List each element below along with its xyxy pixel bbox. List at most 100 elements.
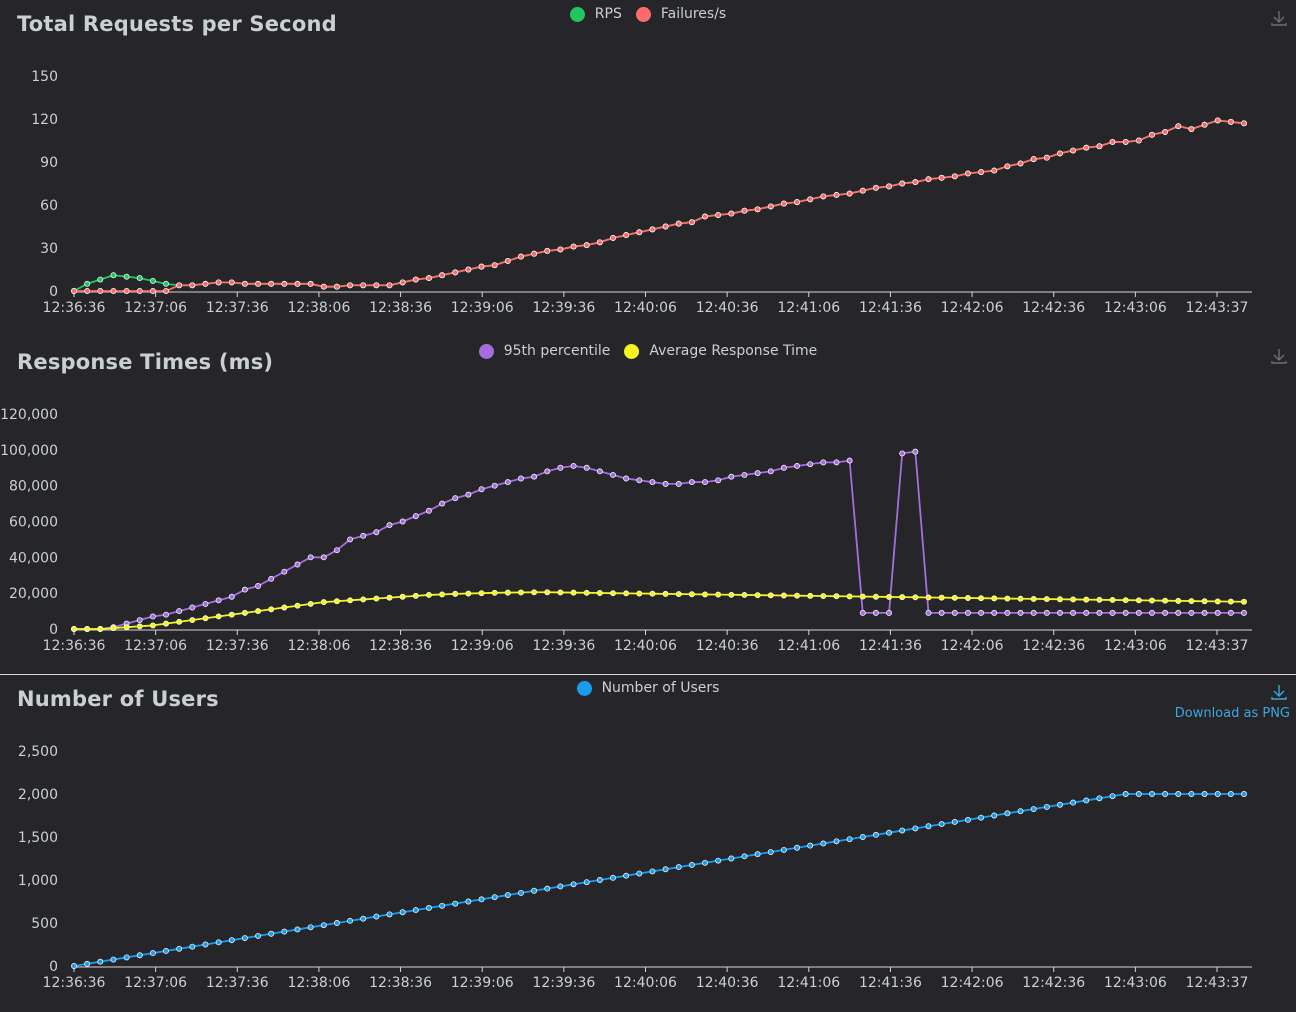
x-tick-label: 12:36:36 xyxy=(43,638,106,654)
data-point xyxy=(794,463,800,469)
data-point xyxy=(307,280,314,287)
data-point xyxy=(978,814,985,821)
legend-dot-failures xyxy=(635,6,651,22)
x-tick-label: 12:40:36 xyxy=(696,975,759,991)
data-point xyxy=(570,243,577,250)
data-point xyxy=(741,592,748,598)
download-icon[interactable] xyxy=(1270,347,1288,365)
data-point xyxy=(583,879,590,886)
data-point xyxy=(1057,596,1063,603)
rps-chart-title: Total Requests per Second xyxy=(17,12,337,36)
data-point xyxy=(859,593,866,600)
data-point xyxy=(1109,138,1116,145)
x-tick-label: 12:37:06 xyxy=(124,638,187,654)
legend-item-rps[interactable]: RPS xyxy=(569,2,622,26)
data-point xyxy=(1109,597,1116,603)
data-point xyxy=(268,930,275,937)
legend-dot-95th xyxy=(478,343,494,359)
data-point xyxy=(649,479,656,486)
response-times-chart-title: Response Times (ms) xyxy=(17,350,274,374)
data-point xyxy=(347,536,354,543)
data-point xyxy=(373,529,380,536)
data-point xyxy=(1241,598,1247,605)
data-point xyxy=(938,594,945,601)
data-point xyxy=(478,263,485,270)
data-point xyxy=(1135,597,1142,604)
data-point xyxy=(649,590,656,597)
data-point xyxy=(715,212,722,218)
data-point xyxy=(320,599,327,606)
data-point xyxy=(544,589,551,596)
x-tick-label: 12:40:06 xyxy=(614,975,677,991)
data-point xyxy=(1030,609,1037,616)
data-point xyxy=(1030,595,1037,602)
x-tick-label: 12:41:36 xyxy=(859,638,922,654)
data-point xyxy=(741,207,748,214)
x-tick-label: 12:37:06 xyxy=(124,975,187,991)
data-point xyxy=(71,626,77,632)
data-point xyxy=(97,626,104,632)
data-point xyxy=(215,613,222,620)
data-point xyxy=(518,253,524,260)
series-line xyxy=(74,119,1245,292)
data-point xyxy=(688,591,695,598)
data-point xyxy=(1083,144,1090,151)
download-icon[interactable] xyxy=(1270,9,1288,27)
data-point xyxy=(294,280,301,287)
download-icon[interactable] xyxy=(1270,683,1288,701)
data-point xyxy=(307,600,314,607)
data-point xyxy=(741,853,748,860)
data-point xyxy=(1201,121,1208,128)
data-point xyxy=(557,246,564,253)
data-point xyxy=(439,500,446,507)
data-point xyxy=(570,881,577,888)
data-point xyxy=(951,818,958,825)
legend-item-failures[interactable]: Failures/s xyxy=(635,2,726,26)
y-tick-label: 2,500 xyxy=(18,744,58,760)
data-point xyxy=(1135,791,1142,797)
data-point xyxy=(1175,123,1182,130)
x-tick-label: 12:39:06 xyxy=(451,300,514,316)
data-point xyxy=(938,821,945,828)
legend-label-rps: RPS xyxy=(594,6,622,22)
data-point xyxy=(1004,163,1011,170)
data-point xyxy=(570,463,577,469)
data-point xyxy=(596,590,603,596)
data-point xyxy=(1201,791,1208,797)
data-point xyxy=(333,283,340,290)
data-point xyxy=(320,554,327,561)
data-point xyxy=(544,468,551,475)
y-tick-label: 120 xyxy=(31,112,58,128)
data-point xyxy=(649,868,656,875)
legend-item-95th[interactable]: 95th percentile xyxy=(478,339,610,363)
legend-item-avg-response[interactable]: Average Response Time xyxy=(624,339,817,363)
data-point xyxy=(202,600,209,607)
data-point xyxy=(189,282,196,289)
data-point xyxy=(951,173,958,180)
data-point xyxy=(1070,799,1077,806)
legend-item-users[interactable]: Number of Users xyxy=(576,676,720,700)
legend-label-users: Number of Users xyxy=(601,680,720,696)
data-point xyxy=(294,926,301,933)
data-point xyxy=(596,468,603,475)
y-tick-label: 40,000 xyxy=(9,550,58,566)
data-point xyxy=(1175,597,1182,604)
x-tick-label: 12:41:06 xyxy=(777,300,840,316)
data-point xyxy=(1241,120,1247,127)
data-point xyxy=(149,278,156,284)
data-point xyxy=(241,935,248,941)
data-point xyxy=(886,609,893,616)
data-point xyxy=(491,589,498,596)
data-point xyxy=(320,922,327,929)
data-point xyxy=(386,911,393,918)
data-point xyxy=(912,179,919,186)
data-point xyxy=(702,213,708,220)
data-point xyxy=(846,457,853,464)
data-point xyxy=(1227,118,1234,125)
data-point xyxy=(347,917,354,924)
download-png-link[interactable]: Download as PNG xyxy=(1174,706,1290,721)
data-point xyxy=(163,611,169,618)
data-point xyxy=(1083,797,1090,804)
x-tick-label: 12:40:36 xyxy=(696,300,759,316)
data-point xyxy=(1201,609,1208,616)
